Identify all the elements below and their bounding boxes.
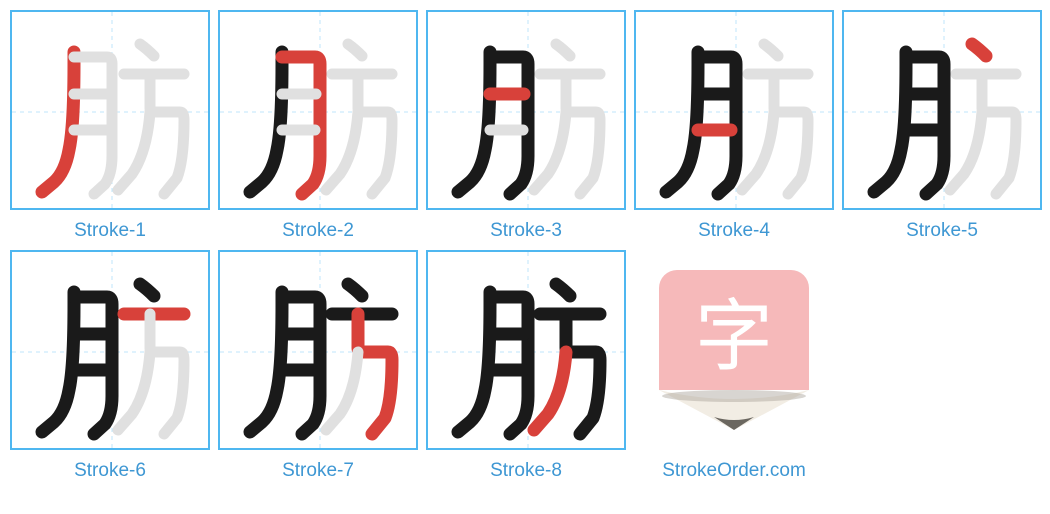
character-box <box>10 10 210 210</box>
brand-logo-bg: 字 <box>659 270 809 390</box>
character-box <box>10 250 210 450</box>
character-box <box>426 10 626 210</box>
pencil-tip-icon <box>659 390 809 430</box>
character-box <box>634 10 834 210</box>
stroke-step-cell: Stroke-2 <box>218 10 418 242</box>
stroke-order-grid: Stroke-1 Stroke-2 Stroke-3 Stroke-4 Stroke-5… <box>10 10 1050 482</box>
stroke-caption: Stroke-8 <box>490 460 562 482</box>
stroke-step-cell: Stroke-5 <box>842 10 1042 242</box>
brand-logo-char: 字 <box>695 274 773 386</box>
stroke-step-cell: Stroke-3 <box>426 10 626 242</box>
stroke-caption: Stroke-3 <box>490 220 562 242</box>
stroke-step-cell: Stroke-7 <box>218 250 418 482</box>
stroke-caption: Stroke-7 <box>282 460 354 482</box>
character-box <box>426 250 626 450</box>
character-box <box>218 250 418 450</box>
stroke-caption: Stroke-5 <box>906 220 978 242</box>
brand-logo: 字 <box>634 250 834 450</box>
stroke-step-cell: Stroke-1 <box>10 10 210 242</box>
stroke-caption: Stroke-4 <box>698 220 770 242</box>
stroke-caption: Stroke-6 <box>74 460 146 482</box>
character-box <box>842 10 1042 210</box>
character-box <box>218 10 418 210</box>
brand-caption: StrokeOrder.com <box>662 460 806 482</box>
stroke-step-cell: Stroke-8 <box>426 250 626 482</box>
stroke-step-cell: Stroke-6 <box>10 250 210 482</box>
stroke-step-cell: Stroke-4 <box>634 10 834 242</box>
stroke-caption: Stroke-1 <box>74 220 146 242</box>
stroke-caption: Stroke-2 <box>282 220 354 242</box>
brand-cell: 字 StrokeOrder.com <box>634 250 834 482</box>
